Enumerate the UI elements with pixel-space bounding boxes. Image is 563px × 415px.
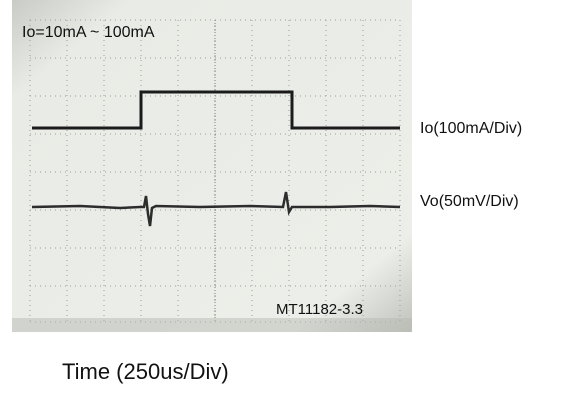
model-label: MT11182-3.3 [276,301,363,318]
io-label: Io(100mA/Div) [420,120,523,137]
status-bar [12,318,412,332]
screen-bg [12,0,412,332]
test-condition: Io=10mA ~ 100mA [22,24,155,41]
time-axis-label: Time (250us/Div) [62,359,229,384]
io-trace [32,90,400,130]
vo-label: Vo(50mV/Div) [420,193,519,210]
vo-trace [31,191,401,227]
